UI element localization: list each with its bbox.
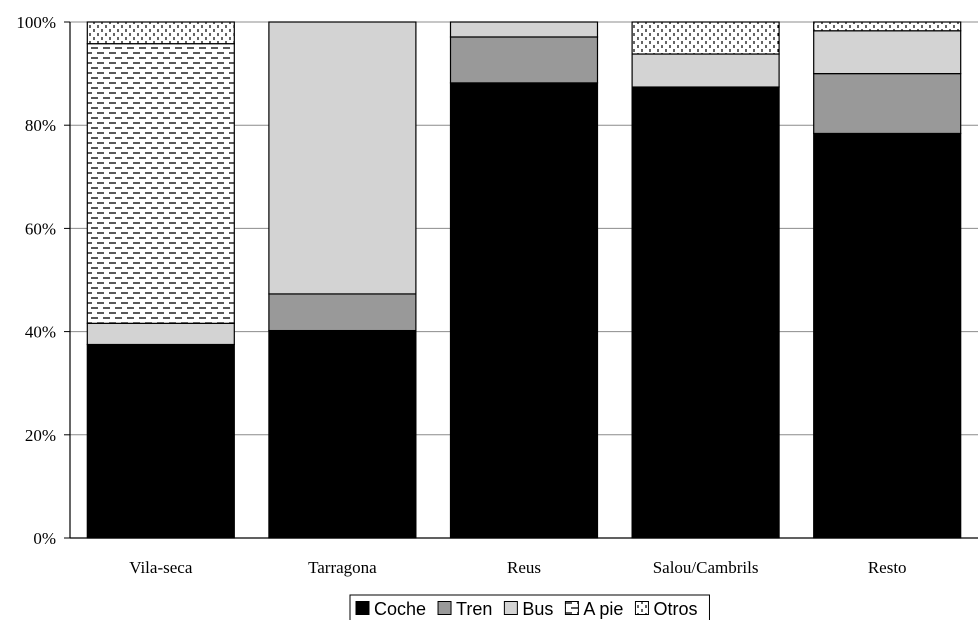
y-tick-label: 80% <box>25 116 56 135</box>
bar-segment-vila-seca-bus <box>86 322 235 346</box>
legend: Coche Tren Bus A pie Otros <box>349 594 710 625</box>
x-category-label: Reus <box>507 558 541 577</box>
legend-label: A pie <box>583 599 623 619</box>
y-tick-label: 40% <box>25 323 56 342</box>
bar-segment-salou-cambrils-otros <box>631 21 780 55</box>
y-tick-label: 60% <box>25 219 56 238</box>
bar-segment-resto-otros <box>813 21 962 32</box>
bar-segment-tarragona-tren <box>268 293 417 332</box>
bar-segment-resto-coche <box>813 132 962 539</box>
y-tick-labels: 0% 20% 40% 60% 80% 100% <box>16 13 56 548</box>
y-tick-label: 100% <box>16 13 56 32</box>
bar-segment-resto-tren <box>813 72 962 135</box>
bar-segment-tarragona-bus <box>268 21 417 295</box>
legend-swatch-coche <box>355 601 370 615</box>
legend-swatch-bus <box>503 601 518 615</box>
legend-label: Otros <box>653 599 697 619</box>
bars <box>86 21 962 539</box>
bar-segment-vila-seca-a-pie <box>86 43 235 324</box>
bar-segment-vila-seca-otros <box>86 21 235 45</box>
bar-segment-vila-seca-coche <box>86 343 235 539</box>
y-tick-label: 0% <box>33 529 56 548</box>
bar-segment-salou-cambrils-bus <box>631 53 780 88</box>
bar-segment-tarragona-coche <box>268 329 417 539</box>
bar-segment-resto-bus <box>813 30 962 75</box>
x-category-label: Resto <box>868 558 907 577</box>
bar-segment-reus-coche <box>449 82 599 539</box>
legend-swatch-a-pie <box>564 601 579 615</box>
x-category-labels: Vila-seca Tarragona Reus Salou/Cambrils Rest… <box>129 558 906 577</box>
legend-label: Coche <box>374 599 426 619</box>
axes <box>64 21 978 539</box>
x-category-label: Salou/Cambrils <box>653 558 759 577</box>
legend-label: Bus <box>522 599 553 619</box>
bar-segment-salou-cambrils-coche <box>631 86 780 539</box>
bar-segment-reus-tren <box>449 36 599 84</box>
legend-label: Tren <box>456 599 492 619</box>
bar-segment-reus-bus <box>449 21 599 38</box>
y-tick-label: 20% <box>25 426 56 445</box>
legend-swatch-otros <box>634 601 649 615</box>
x-category-label: Tarragona <box>308 558 377 577</box>
x-category-label: Vila-seca <box>129 558 193 577</box>
legend-swatch-tren <box>437 601 452 615</box>
